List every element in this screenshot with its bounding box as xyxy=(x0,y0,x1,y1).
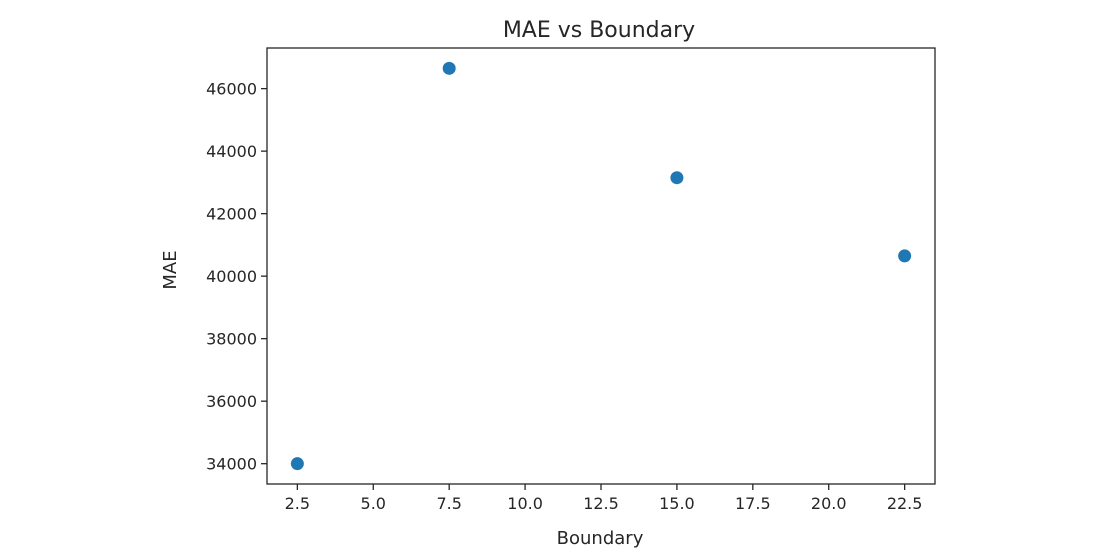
y-tick-label: 36000 xyxy=(206,392,257,411)
x-tick-label: 17.5 xyxy=(735,494,771,513)
data-point xyxy=(442,61,456,75)
y-tick-label: 46000 xyxy=(206,80,257,99)
y-tick-label: 44000 xyxy=(206,142,257,161)
y-tick-label: 40000 xyxy=(206,267,257,286)
x-tick-label: 12.5 xyxy=(583,494,619,513)
x-tick-label: 15.0 xyxy=(659,494,695,513)
data-point xyxy=(670,171,684,185)
x-tick-label: 2.5 xyxy=(285,494,310,513)
x-tick-label: 7.5 xyxy=(436,494,461,513)
data-point xyxy=(898,249,912,263)
axes-frame xyxy=(266,47,936,485)
data-points xyxy=(290,61,912,471)
x-axis: 2.5 5.0 7.5 10.0 12.5 15.0 17.5 20.0 22.5 xyxy=(285,484,923,513)
chart-title: MAE vs Boundary xyxy=(503,18,695,43)
x-tick-label: 10.0 xyxy=(507,494,543,513)
x-tick-label: 20.0 xyxy=(811,494,847,513)
x-tick-label: 5.0 xyxy=(361,494,386,513)
y-axis: 34000 36000 38000 40000 42000 44000 46000 xyxy=(206,80,267,474)
y-axis-label: MAE xyxy=(160,250,181,289)
x-tick-label: 22.5 xyxy=(887,494,923,513)
plot-area: 2.5 5.0 7.5 10.0 12.5 15.0 17.5 20.0 22.5 340003… xyxy=(206,47,936,513)
x-axis-label: Boundary xyxy=(557,528,644,549)
y-tick-label: 38000 xyxy=(206,330,257,349)
data-point xyxy=(290,457,304,471)
y-tick-label: 42000 xyxy=(206,205,257,224)
y-tick-label: 34000 xyxy=(206,455,257,474)
